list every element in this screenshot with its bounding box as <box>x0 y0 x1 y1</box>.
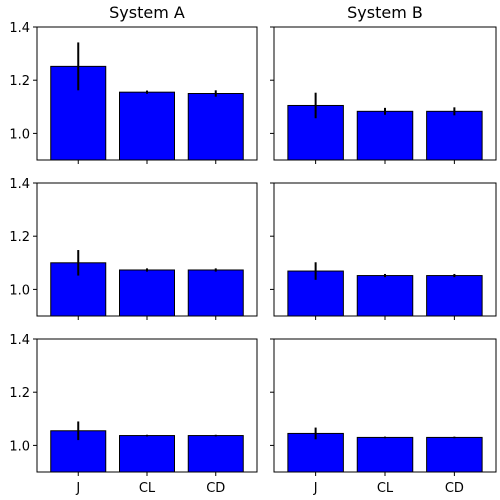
y-tick-label: 1.2 <box>9 386 30 401</box>
panel-r2-c1: J CL CD <box>270 339 496 496</box>
column-title: System A <box>109 3 185 22</box>
panel-r1-c0: 1.0 1.2 1.4 <box>9 177 257 320</box>
column-title: System B <box>347 3 423 22</box>
bar-CD <box>427 276 483 316</box>
bar-CD <box>188 94 243 161</box>
panel-r1-c1 <box>270 183 496 320</box>
x-tick-label: CD <box>445 481 464 496</box>
bar-CL <box>120 92 175 160</box>
bar-CL <box>120 270 175 316</box>
y-tick-label: 1.4 <box>9 333 30 348</box>
bar-CD <box>427 437 483 472</box>
panel-r0-c1 <box>270 27 496 164</box>
bar-CL <box>357 111 413 160</box>
bar-CD <box>188 436 243 472</box>
panel-r2-c0: 1.0 1.2 1.4 J CL CD <box>9 333 257 496</box>
bar-CL <box>120 436 175 472</box>
y-tick-label: 1.4 <box>9 177 30 192</box>
panel-r0-c0: 1.0 1.2 1.4 <box>9 21 257 164</box>
y-tick-label: 1.4 <box>9 21 30 36</box>
y-tick-label: 1.2 <box>9 74 30 89</box>
bar-CD <box>427 111 483 160</box>
y-tick-label: 1.2 <box>9 230 30 245</box>
bar-CD <box>188 270 243 316</box>
bar-CL <box>357 276 413 316</box>
bar-CL <box>357 437 413 472</box>
x-tick-label: CL <box>139 481 156 496</box>
x-tick-label: J <box>75 481 80 496</box>
y-tick-label: 1.0 <box>9 283 30 298</box>
x-tick-label: CD <box>206 481 225 496</box>
y-tick-label: 1.0 <box>9 439 30 454</box>
x-tick-label: CL <box>377 481 394 496</box>
x-tick-label: J <box>313 481 318 496</box>
y-tick-label: 1.0 <box>9 127 30 142</box>
